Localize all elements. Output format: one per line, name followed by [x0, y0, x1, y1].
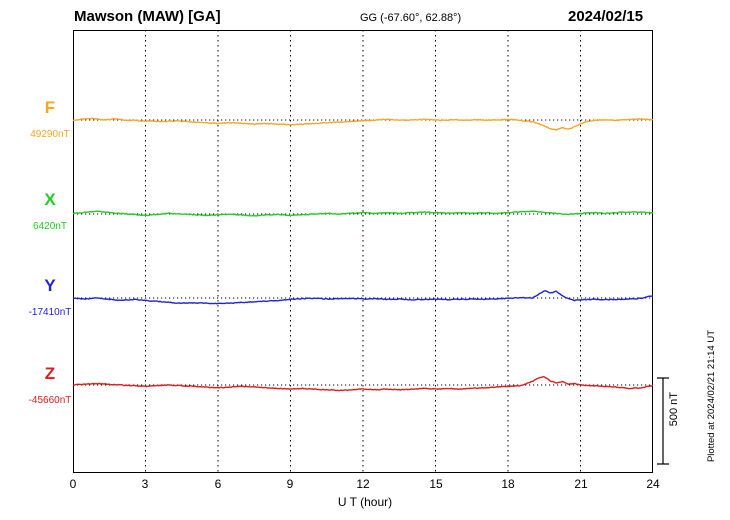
xtick-6: 6 — [214, 477, 222, 491]
component-value-f: 49290nT — [30, 129, 70, 140]
page-title: Mawson (MAW) [GA] — [74, 8, 221, 25]
xtick-12: 12 — [356, 477, 370, 491]
xtick-9: 9 — [286, 477, 294, 491]
component-label-z: Z — [44, 364, 56, 383]
component-label-y: Y — [44, 276, 56, 295]
xtick-15: 15 — [429, 477, 443, 491]
scale-bar-label: 500 nT — [668, 392, 680, 427]
observation-date: 2024/02/15 — [568, 8, 644, 25]
plotted-at-timestamp: Plotted at 2024/02/21 21:14 UT — [706, 330, 717, 463]
x-axis-label: U T (hour) — [337, 495, 393, 509]
geographic-coordinates: GG (-67.60°, 62.88°) — [360, 12, 462, 24]
magnetogram-plot — [73, 30, 653, 473]
component-value-y: -17410nT — [28, 307, 72, 318]
component-label-f: F — [44, 98, 56, 117]
xtick-18: 18 — [501, 477, 515, 491]
scale-bar — [657, 377, 669, 465]
component-value-z: -45660nT — [28, 395, 72, 406]
component-value-x: 6420nT — [33, 221, 67, 232]
xtick-0: 0 — [69, 477, 77, 491]
xtick-21: 21 — [574, 477, 588, 491]
xtick-24: 24 — [646, 477, 660, 491]
component-label-x: X — [44, 190, 56, 209]
xtick-3: 3 — [141, 477, 149, 491]
